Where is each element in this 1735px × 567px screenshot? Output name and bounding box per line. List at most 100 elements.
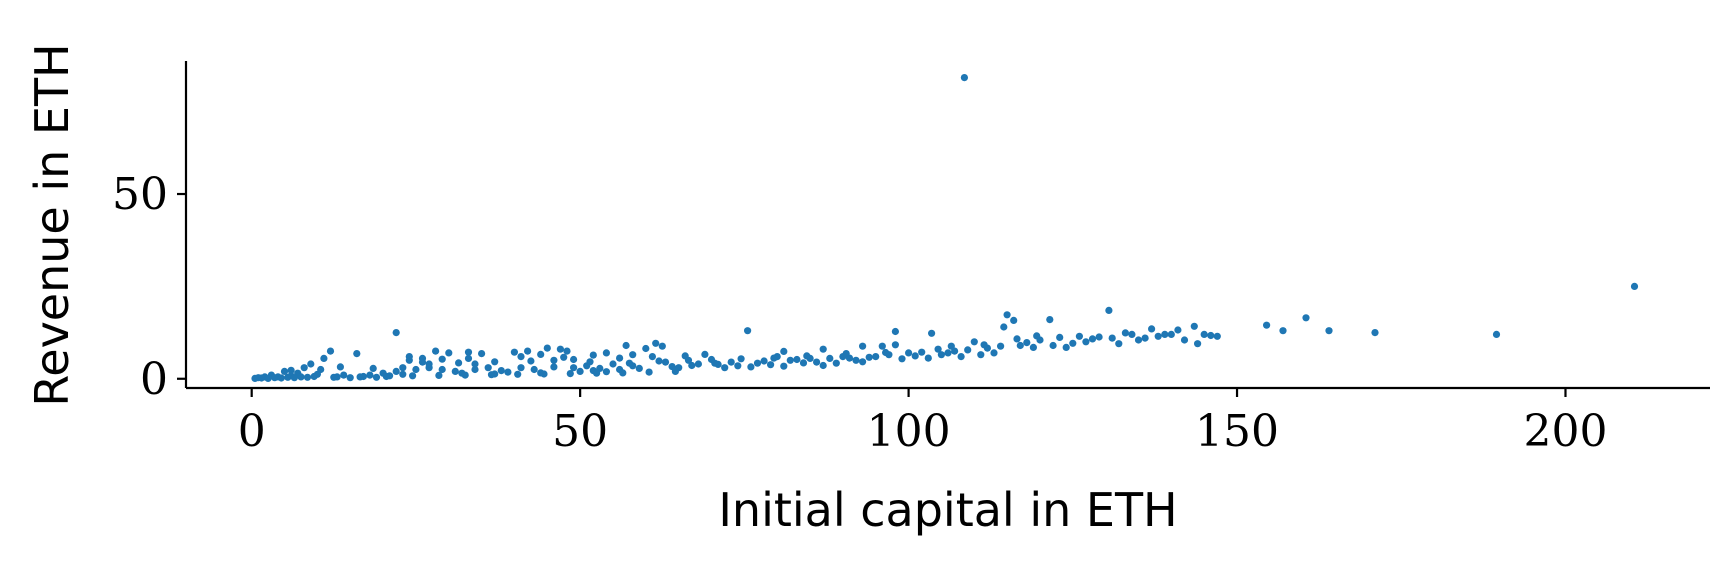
data-point xyxy=(911,352,919,360)
data-point xyxy=(819,345,827,353)
data-point xyxy=(1190,322,1198,330)
data-point xyxy=(859,342,867,350)
data-point xyxy=(372,373,381,381)
x-tick-label: 150 xyxy=(1195,406,1279,457)
data-point xyxy=(589,351,597,359)
data-point xyxy=(1016,341,1024,350)
data-point xyxy=(556,345,565,353)
data-point xyxy=(405,353,413,361)
data-point xyxy=(928,329,936,337)
data-point xyxy=(602,349,611,357)
x-tick-label: 100 xyxy=(867,406,951,457)
data-point xyxy=(780,362,788,370)
data-point xyxy=(813,358,821,366)
data-point xyxy=(622,341,630,350)
data-point xyxy=(399,370,407,378)
data-point xyxy=(842,350,850,358)
data-point xyxy=(264,374,272,382)
data-point xyxy=(563,347,571,355)
data-point xyxy=(576,367,584,375)
data-points xyxy=(251,74,1639,382)
data-point xyxy=(1128,330,1136,338)
data-point xyxy=(997,342,1005,350)
data-point xyxy=(455,359,463,367)
data-point xyxy=(1154,332,1162,340)
data-point xyxy=(550,356,558,364)
data-point xyxy=(1003,311,1011,319)
data-point xyxy=(497,367,505,375)
y-tick-label: 50 xyxy=(112,169,168,220)
data-point xyxy=(1029,343,1037,351)
data-point xyxy=(517,353,525,361)
data-point xyxy=(944,349,952,357)
data-point xyxy=(684,356,693,364)
data-point xyxy=(1000,323,1008,331)
data-point xyxy=(947,342,955,350)
data-point xyxy=(1105,306,1113,314)
data-point xyxy=(619,369,627,377)
data-point xyxy=(297,373,305,381)
data-point xyxy=(934,345,942,353)
x-tick-label: 50 xyxy=(552,406,608,457)
data-point xyxy=(487,371,496,379)
data-point xyxy=(435,371,443,379)
data-point xyxy=(1108,334,1116,342)
data-point xyxy=(753,359,762,367)
data-point xyxy=(852,356,860,364)
data-point xyxy=(711,359,719,367)
y-tick-label: 0 xyxy=(140,354,168,405)
data-point xyxy=(688,361,696,370)
data-point xyxy=(819,361,827,370)
data-point xyxy=(366,371,374,379)
data-point xyxy=(872,353,880,361)
data-point xyxy=(412,365,420,374)
x-tick-label: 200 xyxy=(1523,406,1607,457)
data-point xyxy=(320,354,328,362)
data-point xyxy=(382,372,390,381)
data-point xyxy=(1492,330,1501,338)
data-point xyxy=(284,373,292,381)
data-point xyxy=(865,353,873,361)
data-point xyxy=(336,363,344,371)
data-point xyxy=(652,339,660,347)
data-point xyxy=(1302,314,1310,322)
data-point xyxy=(786,356,794,364)
data-point xyxy=(1279,327,1287,335)
data-point xyxy=(1167,330,1175,338)
data-point xyxy=(484,364,492,372)
data-point xyxy=(609,360,617,368)
data-point xyxy=(504,368,512,376)
data-point xyxy=(1174,326,1182,334)
data-point xyxy=(543,344,551,352)
data-point xyxy=(1180,336,1189,344)
data-point xyxy=(780,347,788,355)
data-point xyxy=(826,354,834,362)
data-point xyxy=(392,329,400,337)
data-point xyxy=(451,367,459,375)
data-point xyxy=(859,358,867,366)
data-point xyxy=(960,74,969,82)
axes xyxy=(184,61,1710,390)
data-point xyxy=(898,355,906,363)
data-point xyxy=(438,355,446,363)
data-point xyxy=(1371,329,1379,337)
data-point xyxy=(727,358,735,366)
data-point xyxy=(530,365,538,374)
data-point xyxy=(356,373,364,381)
data-point xyxy=(277,374,285,382)
data-point xyxy=(514,370,522,378)
data-point xyxy=(464,354,473,362)
data-point xyxy=(1095,333,1103,341)
data-point xyxy=(540,370,548,378)
data-point xyxy=(1046,316,1054,324)
data-point xyxy=(747,363,755,371)
data-point xyxy=(471,360,479,368)
data-point xyxy=(1082,338,1090,346)
data-point xyxy=(803,352,811,360)
data-point xyxy=(330,373,338,381)
data-point xyxy=(671,367,680,375)
data-point xyxy=(271,374,279,382)
data-point xyxy=(635,364,643,372)
data-point xyxy=(445,349,453,357)
data-point xyxy=(280,367,289,375)
